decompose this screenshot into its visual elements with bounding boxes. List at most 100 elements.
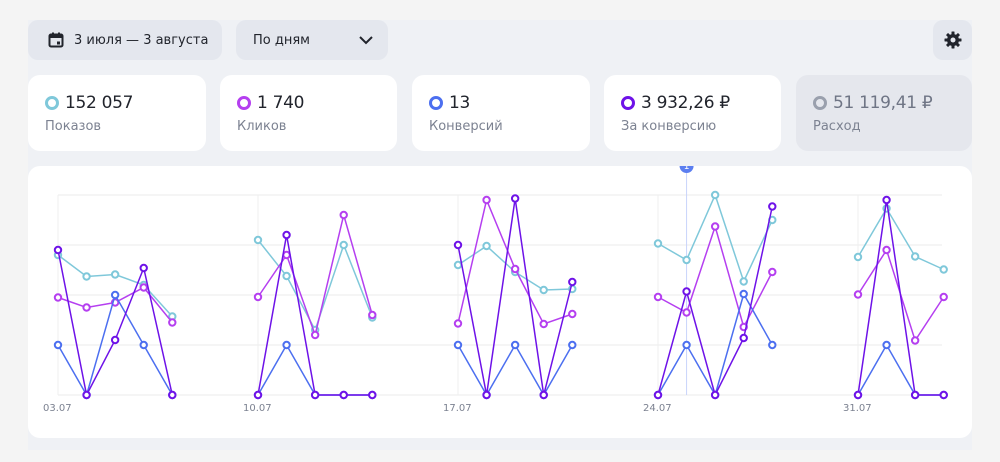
data-point	[739, 333, 748, 343]
x-tick-label: 03.07	[43, 403, 72, 414]
period-select[interactable]: По дням	[236, 20, 388, 60]
metric-dot-icon	[45, 96, 59, 110]
series-line	[257, 343, 373, 396]
data-point	[110, 335, 120, 345]
series-line	[457, 197, 573, 325]
line-chart: 03.07 10.07 17.07 24.07 31.07 1	[28, 166, 972, 438]
data-point	[653, 239, 663, 248]
data-point	[139, 340, 148, 350]
data-point	[710, 390, 720, 400]
data-point	[53, 245, 63, 255]
data-point	[939, 292, 948, 302]
metric-label: Кликов	[237, 119, 287, 134]
x-axis-ticks: 03.07 10.07 17.07 24.07 31.07	[43, 403, 872, 414]
data-point	[282, 271, 291, 281]
data-point	[453, 319, 463, 328]
data-point	[110, 270, 120, 279]
data-point	[853, 290, 863, 299]
data-point	[682, 308, 691, 317]
series-line	[657, 223, 773, 330]
metric-value: 152 057	[65, 93, 134, 113]
metric-card-spend[interactable]: 51 119,41 ₽ Расход	[796, 75, 972, 151]
data-point	[253, 292, 263, 302]
data-point	[482, 390, 491, 400]
data-point	[253, 390, 263, 400]
data-point	[339, 240, 348, 250]
data-point	[82, 303, 91, 312]
data-point	[768, 340, 777, 350]
period-label: По дням	[253, 32, 310, 48]
data-point	[482, 241, 491, 251]
metric-card-cost-per-conversion[interactable]: 3 932,26 ₽ За конверсию	[604, 75, 781, 151]
chevron-down-icon	[359, 36, 373, 45]
data-point	[139, 263, 148, 273]
data-point	[510, 264, 520, 274]
series-line	[457, 198, 574, 396]
data-point	[853, 252, 863, 262]
series-3	[53, 194, 948, 400]
metric-value: 3 932,26 ₽	[641, 93, 730, 113]
data-point	[682, 255, 691, 265]
metric-label: Расход	[813, 119, 861, 134]
calendar-icon	[48, 32, 64, 48]
data-point	[368, 310, 377, 320]
data-point	[682, 287, 691, 296]
data-point	[739, 289, 748, 299]
series-0	[53, 190, 948, 335]
data-point	[110, 290, 120, 300]
data-point	[339, 210, 348, 220]
metric-label: Показов	[45, 119, 102, 134]
metric-dot-icon	[237, 96, 251, 110]
data-point	[368, 390, 377, 400]
data-point	[768, 202, 777, 211]
series-line	[857, 343, 944, 396]
data-point	[710, 190, 720, 200]
data-point	[710, 222, 720, 231]
series-line	[857, 207, 945, 271]
data-point	[910, 252, 920, 261]
metric-dot-icon	[621, 96, 635, 110]
data-point	[139, 283, 148, 292]
data-point	[339, 390, 348, 400]
metric-dot-icon	[429, 96, 443, 110]
series-line	[657, 192, 773, 284]
date-range-label: 3 июля — 3 августа	[74, 32, 209, 48]
metric-value: 51 119,41 ₽	[833, 93, 933, 113]
data-point	[453, 340, 463, 350]
date-range-button[interactable]: 3 июля — 3 августа	[28, 20, 222, 60]
data-point	[282, 230, 291, 240]
event-marker-label: 1	[684, 166, 690, 172]
data-point	[653, 292, 663, 302]
data-point	[310, 390, 320, 400]
data-point	[168, 318, 177, 327]
data-point	[853, 390, 863, 400]
data-point	[882, 195, 891, 205]
metric-card-clicks[interactable]: 1 740 Кликов	[220, 75, 397, 151]
chart-svg: 03.07 10.07 17.07 24.07 31.07 1	[43, 166, 948, 414]
data-point	[53, 340, 63, 350]
metric-card-conversions[interactable]: 13 Конверсий	[412, 75, 590, 151]
data-point	[882, 245, 891, 255]
settings-button[interactable]	[933, 20, 972, 60]
data-point	[739, 277, 748, 286]
data-point	[282, 250, 291, 260]
data-point	[82, 272, 91, 281]
data-point	[282, 340, 291, 350]
series-line	[857, 199, 944, 396]
data-point	[453, 260, 463, 270]
data-point	[939, 390, 948, 400]
data-point	[568, 277, 577, 287]
series-line	[57, 254, 173, 318]
data-point	[510, 340, 520, 350]
metric-card-impressions[interactable]: 152 057 Показов	[28, 75, 206, 151]
series-1	[53, 195, 948, 345]
data-point	[253, 235, 263, 245]
x-tick-label: 10.07	[243, 403, 272, 414]
metric-value: 1 740	[257, 93, 305, 113]
data-point	[568, 309, 577, 319]
x-tick-label: 31.07	[843, 403, 872, 414]
data-point	[53, 293, 63, 302]
metric-value: 13	[449, 93, 471, 113]
data-point	[939, 265, 948, 274]
event-marker[interactable]: 1	[679, 166, 694, 395]
